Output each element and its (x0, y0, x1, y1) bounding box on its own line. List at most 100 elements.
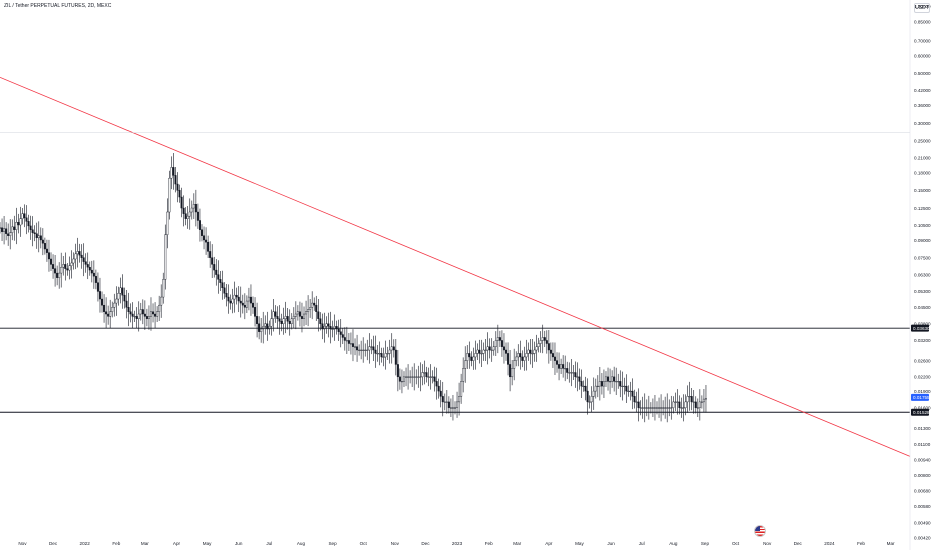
candle-body (211, 257, 214, 265)
x-tick-label: Jul (266, 541, 272, 546)
candle-body (319, 318, 322, 324)
candle-body (674, 401, 677, 403)
candle-body (443, 401, 446, 403)
candle-body (351, 343, 354, 347)
candle-body (235, 294, 238, 298)
candle-body (345, 340, 348, 342)
currency-button[interactable]: USDT (914, 3, 930, 13)
candle-body (200, 229, 203, 236)
candle-body (84, 261, 87, 265)
candle-body (78, 251, 81, 256)
candle-body (270, 318, 273, 327)
candle-body (127, 307, 130, 312)
x-tick-label: Jun (607, 541, 615, 546)
candle-body (629, 390, 632, 392)
candle-body (696, 407, 699, 409)
candle-body (321, 323, 324, 330)
candle-body (213, 264, 216, 271)
candle-body (96, 282, 99, 292)
candle-body (427, 376, 430, 378)
candle-body (27, 221, 30, 227)
candle-body (86, 264, 89, 268)
candle-body (160, 296, 163, 306)
x-tick-label: Apr (545, 541, 553, 546)
candle-body (551, 353, 554, 358)
candle-body (290, 318, 293, 324)
candle-body (219, 279, 222, 283)
candle-body (627, 390, 630, 392)
candle-body (223, 287, 226, 294)
y-tick-label: 0.12500 (914, 206, 931, 211)
candle-body (221, 282, 224, 289)
candle-body (186, 215, 189, 219)
candle-body (362, 349, 365, 351)
candle-body (11, 226, 14, 233)
x-tick-label: May (575, 541, 584, 546)
candle-body (147, 316, 150, 319)
candle-body (254, 307, 257, 317)
x-tick-label: Jul (639, 541, 645, 546)
candle-body (327, 323, 330, 327)
candle-body (196, 211, 199, 221)
x-tick-label: Dec (421, 541, 430, 546)
candle-body (609, 381, 612, 383)
y-tick-label: 0.21000 (914, 155, 931, 160)
candle-body (149, 311, 152, 317)
candle-body (288, 321, 291, 324)
y-tick-label: 0.70000 (914, 38, 931, 43)
candle-body (121, 287, 124, 296)
candle-body (3, 228, 6, 232)
candle-body (272, 311, 275, 319)
candle-body (560, 364, 563, 369)
candle-body (194, 204, 197, 213)
candle-body (396, 364, 399, 378)
candle-body (174, 175, 177, 185)
candle-body (592, 390, 595, 397)
us-flag-icon[interactable] (754, 525, 766, 537)
candle-body (284, 316, 287, 319)
candle-body (476, 349, 479, 354)
candle-body (539, 340, 542, 344)
candle-body (143, 313, 146, 317)
candle-body (398, 376, 401, 382)
candle-body (15, 222, 18, 230)
candle-body (168, 177, 171, 213)
candle-body (468, 353, 471, 358)
candle-body (649, 407, 652, 409)
candle-body (472, 356, 475, 361)
candle-body (217, 274, 220, 280)
candle-body (317, 311, 320, 319)
x-tick-label: Oct (732, 541, 740, 546)
y-tick-label: 0.01300 (914, 426, 931, 431)
candle-body (531, 353, 534, 355)
candle-body (704, 398, 707, 400)
candle-body (50, 258, 53, 265)
candle-body (47, 252, 50, 260)
x-tick-label: Feb (857, 541, 865, 546)
candle-body (700, 401, 703, 403)
candle-body (451, 407, 454, 409)
candle-body (360, 349, 363, 351)
candle-body (347, 340, 350, 344)
candle-body (617, 381, 620, 383)
candle-body (594, 385, 597, 392)
candle-body (388, 349, 391, 354)
candle-body (268, 326, 271, 330)
candle-body (543, 337, 546, 341)
candle-body (380, 353, 383, 358)
candle-body (511, 368, 514, 378)
candle-body (162, 279, 165, 298)
candle-body (182, 207, 185, 214)
candle-body (645, 407, 648, 409)
candle-body (198, 220, 201, 230)
candle-body (415, 376, 418, 378)
candle-body (678, 401, 681, 408)
candle-body (135, 316, 138, 319)
candle-body (664, 407, 667, 409)
chart-title: ZIL / Tether PERPETUAL FUTURES, 2D, MEXC (4, 3, 112, 9)
candle-body (94, 275, 97, 283)
candle-body (702, 398, 705, 403)
candle-body (33, 232, 36, 234)
